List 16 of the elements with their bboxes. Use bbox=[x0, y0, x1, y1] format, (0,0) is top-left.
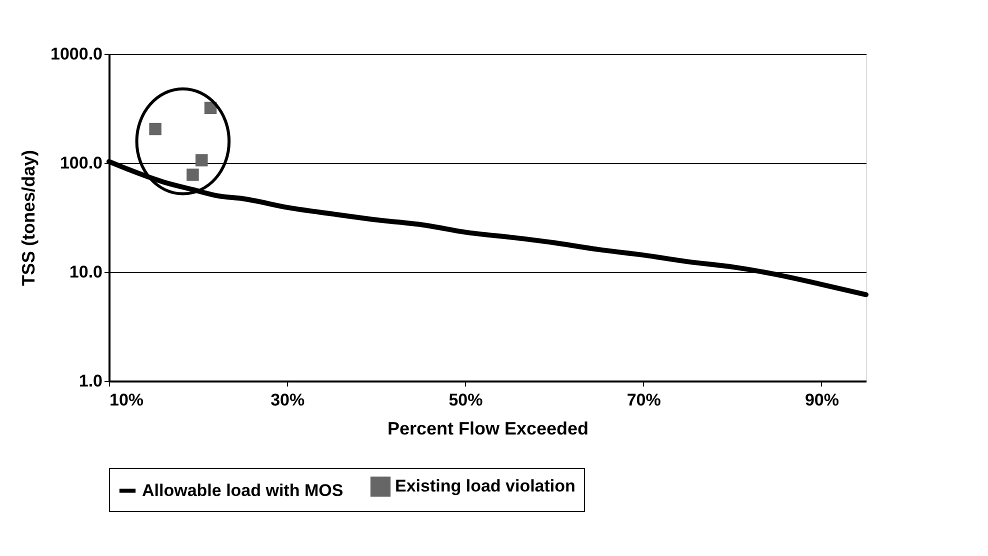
legend-label: Existing load violation bbox=[395, 476, 576, 496]
x-axis-title: Percent Flow Exceeded bbox=[387, 418, 589, 438]
y-tick-label: 10.0 bbox=[69, 262, 102, 282]
point bbox=[149, 122, 162, 136]
y-tick-label: 1.0 bbox=[78, 372, 102, 390]
point bbox=[195, 154, 208, 166]
y-axis-title: TSS (tones/day) bbox=[18, 150, 39, 286]
x-tick-label: 70% bbox=[626, 390, 661, 410]
y-tick-label: 100.0 bbox=[60, 154, 102, 172]
y-tick-label: 1000.0 bbox=[50, 44, 102, 64]
legend-label: Allowable load with MOS bbox=[142, 480, 344, 500]
point bbox=[186, 168, 199, 181]
x-tick-label: 10% bbox=[110, 390, 144, 410]
x-tick-label: 50% bbox=[448, 390, 483, 410]
x-tick-label: 90% bbox=[804, 390, 839, 410]
x-tick-label: 30% bbox=[270, 390, 305, 410]
